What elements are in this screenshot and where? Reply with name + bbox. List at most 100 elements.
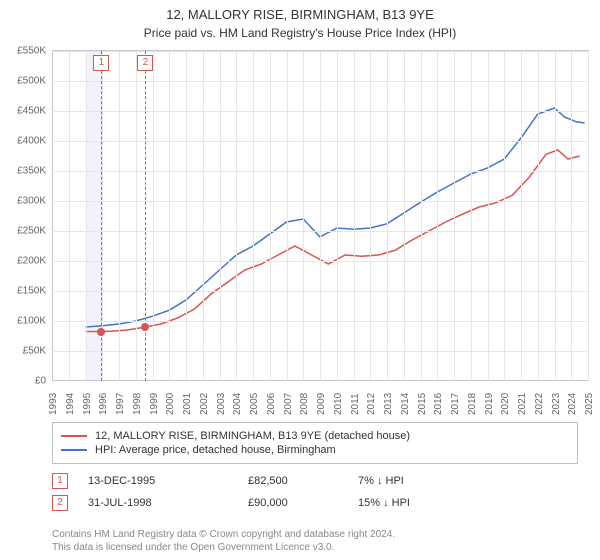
- y-tick-label: £0: [35, 376, 46, 387]
- gridline-vertical: [320, 51, 321, 381]
- x-tick-label: 2002: [199, 393, 210, 415]
- gridline-vertical: [69, 51, 70, 381]
- gridline-vertical: [153, 51, 154, 381]
- gridline-vertical: [270, 51, 271, 381]
- y-tick-label: £250K: [17, 226, 46, 237]
- x-tick-label: 2014: [400, 393, 411, 415]
- y-tick-label: £450K: [17, 106, 46, 117]
- gridline-vertical: [571, 51, 572, 381]
- gridline-vertical: [387, 51, 388, 381]
- legend-row: 12, MALLORY RISE, BIRMINGHAM, B13 9YE (d…: [61, 429, 569, 443]
- plot-region: £0£50K£100K£150K£200K£250K£300K£350K£400…: [52, 50, 589, 381]
- x-tick-label: 2006: [266, 393, 277, 415]
- legend-label: HPI: Average price, detached house, Birm…: [95, 444, 336, 456]
- x-tick-label: 1999: [149, 393, 160, 415]
- sale-marker-box: 2: [137, 55, 153, 71]
- x-tick-label: 2021: [517, 393, 528, 415]
- gridline-vertical: [203, 51, 204, 381]
- gridline-vertical: [521, 51, 522, 381]
- x-tick-label: 2020: [500, 393, 511, 415]
- gridline-vertical: [136, 51, 137, 381]
- sale-marker-dot: [97, 328, 105, 336]
- sales-table: 1 13-DEC-1995 £82,500 7% ↓ HPI 2 31-JUL-…: [52, 470, 560, 514]
- gridline-vertical: [86, 51, 87, 381]
- gridline-vertical: [337, 51, 338, 381]
- sale-marker-line: [145, 51, 146, 381]
- sale-id-box: 2: [52, 495, 68, 511]
- sale-marker-dot: [141, 323, 149, 331]
- legend-row: HPI: Average price, detached house, Birm…: [61, 443, 569, 457]
- x-tick-label: 2022: [534, 393, 545, 415]
- chart-area: £0£50K£100K£150K£200K£250K£300K£350K£400…: [52, 50, 588, 380]
- x-tick-label: 2018: [467, 393, 478, 415]
- sale-marker-box: 1: [93, 55, 109, 71]
- x-tick-label: 2016: [433, 393, 444, 415]
- attribution-line: This data is licensed under the Open Gov…: [52, 541, 395, 554]
- x-tick-label: 2023: [551, 393, 562, 415]
- gridline-vertical: [186, 51, 187, 381]
- legend-box: 12, MALLORY RISE, BIRMINGHAM, B13 9YE (d…: [52, 422, 578, 464]
- x-tick-label: 2010: [333, 393, 344, 415]
- gridline-vertical: [354, 51, 355, 381]
- sale-date: 31-JUL-1998: [88, 497, 248, 509]
- y-tick-label: £550K: [17, 46, 46, 57]
- gridline-vertical: [538, 51, 539, 381]
- x-tick-label: 2015: [417, 393, 428, 415]
- chart-title: 12, MALLORY RISE, BIRMINGHAM, B13 9YE: [0, 0, 600, 24]
- chart-subtitle: Price paid vs. HM Land Registry's House …: [0, 24, 600, 40]
- x-tick-label: 2005: [249, 393, 260, 415]
- x-tick-label: 1996: [98, 393, 109, 415]
- gridline-vertical: [169, 51, 170, 381]
- sale-price: £82,500: [248, 475, 358, 487]
- gridline-vertical: [253, 51, 254, 381]
- sale-diff: 7% ↓ HPI: [358, 475, 468, 487]
- x-tick-label: 1994: [65, 393, 76, 415]
- y-tick-label: £400K: [17, 136, 46, 147]
- gridline-vertical: [236, 51, 237, 381]
- x-tick-label: 2004: [232, 393, 243, 415]
- sale-diff: 15% ↓ HPI: [358, 497, 468, 509]
- y-tick-label: £300K: [17, 196, 46, 207]
- gridline-vertical: [303, 51, 304, 381]
- sale-price: £90,000: [248, 497, 358, 509]
- x-tick-label: 1998: [132, 393, 143, 415]
- x-tick-label: 2025: [584, 393, 595, 415]
- x-tick-label: 1995: [82, 393, 93, 415]
- x-tick-label: 2001: [182, 393, 193, 415]
- series-line: [86, 150, 580, 332]
- gridline-vertical: [471, 51, 472, 381]
- x-tick-label: 2017: [450, 393, 461, 415]
- y-tick-label: £350K: [17, 166, 46, 177]
- y-tick-label: £100K: [17, 316, 46, 327]
- x-tick-label: 1997: [115, 393, 126, 415]
- attribution-line: Contains HM Land Registry data © Crown c…: [52, 528, 395, 541]
- legend-swatch: [61, 435, 87, 437]
- gridline-vertical: [588, 51, 589, 381]
- y-tick-label: £500K: [17, 76, 46, 87]
- x-tick-label: 1993: [48, 393, 59, 415]
- gridline-vertical: [220, 51, 221, 381]
- attribution: Contains HM Land Registry data © Crown c…: [52, 528, 395, 554]
- y-tick-label: £50K: [23, 346, 46, 357]
- y-tick-label: £150K: [17, 286, 46, 297]
- sale-id-box: 1: [52, 473, 68, 489]
- x-tick-label: 2007: [283, 393, 294, 415]
- y-tick-label: £200K: [17, 256, 46, 267]
- gridline-vertical: [404, 51, 405, 381]
- x-tick-label: 2024: [567, 393, 578, 415]
- x-tick-label: 2013: [383, 393, 394, 415]
- x-tick-label: 2008: [299, 393, 310, 415]
- gridline-vertical: [454, 51, 455, 381]
- sale-date: 13-DEC-1995: [88, 475, 248, 487]
- legend-swatch: [61, 449, 87, 451]
- gridline-vertical: [488, 51, 489, 381]
- gridline-vertical: [119, 51, 120, 381]
- gridline-vertical: [437, 51, 438, 381]
- table-row: 1 13-DEC-1995 £82,500 7% ↓ HPI: [52, 470, 560, 492]
- gridline-vertical: [504, 51, 505, 381]
- x-tick-label: 2003: [216, 393, 227, 415]
- gridline-vertical: [287, 51, 288, 381]
- legend-label: 12, MALLORY RISE, BIRMINGHAM, B13 9YE (d…: [95, 430, 410, 442]
- x-tick-label: 2019: [484, 393, 495, 415]
- gridline-vertical: [555, 51, 556, 381]
